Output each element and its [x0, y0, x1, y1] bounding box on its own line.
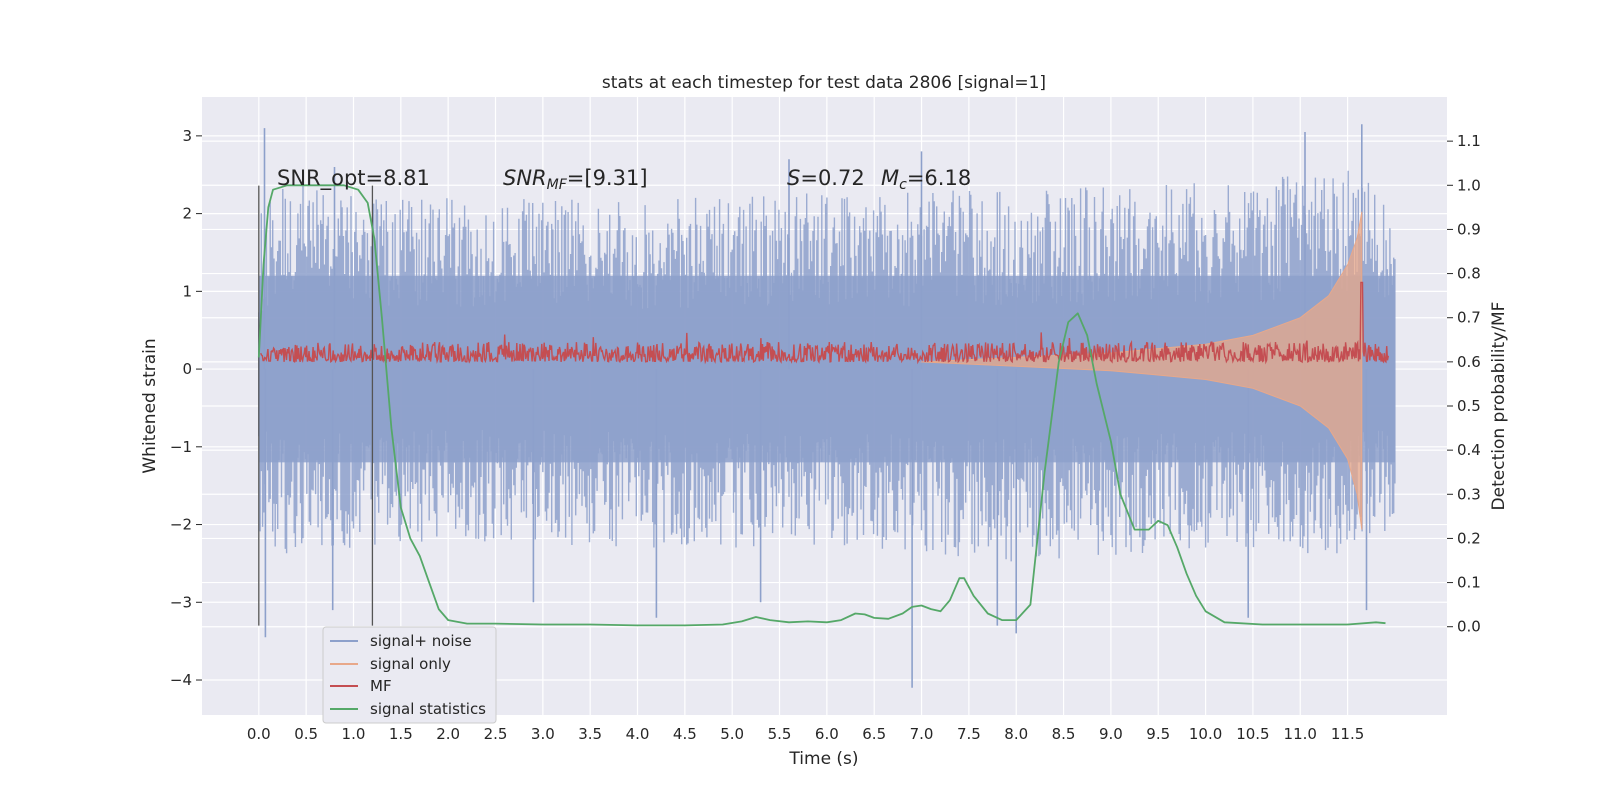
x-tick-label: 2.0	[436, 725, 460, 743]
y-tick-label: −1	[170, 438, 192, 456]
x-tick-label: 0.5	[294, 725, 318, 743]
y2-tick-label: 0.4	[1457, 441, 1481, 459]
chart-title: stats at each timestep for test data 280…	[602, 73, 1046, 93]
x-tick-label: 9.0	[1099, 725, 1123, 743]
x-tick-label: 8.5	[1052, 725, 1076, 743]
x-tick-label: 3.0	[531, 725, 555, 743]
x-tick-label: 9.5	[1146, 725, 1170, 743]
x-tick-label: 3.5	[578, 725, 602, 743]
legend-label-signal-noise: signal+ noise	[370, 632, 472, 650]
y2-tick-label: 0.8	[1457, 265, 1481, 283]
x-tick-label: 10.5	[1236, 725, 1269, 743]
x-tick-label: 2.5	[484, 725, 508, 743]
legend-label-signal-only: signal only	[370, 655, 451, 673]
x-tick-label: 10.0	[1189, 725, 1222, 743]
annotation-s: S=0.72	[787, 166, 865, 190]
y-tick-label: −2	[170, 516, 192, 534]
y-tick-label: 3	[182, 127, 192, 145]
y2-tick-label: 0.1	[1457, 574, 1481, 592]
y-tick-label: 2	[182, 205, 192, 223]
annotation-s-value: =0.72	[800, 166, 864, 190]
annotation-snr-mf-value: =[9.31]	[567, 166, 648, 190]
legend-box	[322, 626, 497, 724]
x-tick-label: 4.5	[673, 725, 697, 743]
y2-tick-label: 0.0	[1457, 618, 1481, 636]
y-tick-label: 1	[182, 282, 192, 300]
x-ticks: 0.0 0.5 1.0 1.5 2.0 2.5 3.0 3.5 4.0 4.5 5.0 5.5 6.0 6…	[247, 725, 1364, 743]
y2-ticks: 0.0 0.1 0.2 0.3 0.4 0.5 0.6 0.7 0.8 0.9 1.0 1.1	[1447, 132, 1481, 636]
x-tick-label: 7.5	[957, 725, 981, 743]
annotation-mc-label: M	[881, 166, 899, 190]
x-tick-label: 6.0	[815, 725, 839, 743]
annotation-mc: Mc=6.18	[881, 166, 971, 193]
x-tick-label: 0.0	[247, 725, 271, 743]
y2-tick-label: 0.7	[1457, 309, 1481, 327]
series-signal-statistics	[257, 184, 1386, 627]
legend-label-mf: MF	[370, 677, 392, 695]
x-tick-label: 5.0	[720, 725, 744, 743]
annotation-snr-mf-main: SNR	[503, 166, 547, 190]
x-axis-label: Time (s)	[788, 749, 858, 769]
signal-statistics-trace	[257, 184, 1386, 627]
x-tick-label: 7.0	[910, 725, 934, 743]
annotation-snr-mf: SNRMF=[9.31]	[503, 166, 648, 193]
legend-label-signal-statistics: signal statistics	[370, 700, 486, 718]
y2-tick-label: 0.6	[1457, 353, 1481, 371]
annotation-snr-mf-sub: MF	[547, 177, 568, 193]
x-tick-label: 8.0	[1004, 725, 1028, 743]
series-signal-only	[920, 211, 1363, 530]
x-tick-label: 1.0	[342, 725, 366, 743]
y2-tick-label: 1.0	[1457, 176, 1481, 194]
y2-tick-label: 0.3	[1457, 485, 1481, 503]
y2-axis-label: Detection probability/MF	[1489, 302, 1509, 511]
mf-trace	[260, 281, 1389, 365]
x-tick-label: 11.0	[1284, 725, 1317, 743]
y-tick-label: 0	[182, 360, 192, 378]
legend: signal+ noise signal only MF signal stat…	[322, 626, 497, 724]
x-tick-label: 11.5	[1331, 725, 1364, 743]
annotation-mc-sub: c	[899, 177, 907, 193]
x-tick-label: 5.5	[768, 725, 792, 743]
y2-tick-label: 0.2	[1457, 529, 1481, 547]
x-tick-label: 1.5	[389, 725, 413, 743]
y2-tick-label: 1.1	[1457, 132, 1481, 150]
x-tick-label: 4.0	[626, 725, 650, 743]
y-axis-label: Whitened strain	[140, 338, 160, 473]
y2-tick-label: 0.5	[1457, 397, 1481, 415]
y-tick-label: −4	[170, 671, 192, 689]
y2-tick-label: 0.9	[1457, 220, 1481, 238]
y-ticks: −4 −3 −2 −1 0 1 2 3	[170, 127, 202, 689]
series-mf	[260, 281, 1389, 365]
vertical-markers	[258, 185, 374, 626]
annotation-mc-value: =6.18	[907, 166, 971, 190]
signal-only-trace	[920, 211, 1363, 530]
y-tick-label: −3	[170, 593, 192, 611]
annotation-s-label: S	[787, 166, 800, 190]
x-tick-label: 6.5	[862, 725, 886, 743]
annotation-snr-opt: SNR_opt=8.81	[277, 166, 430, 191]
